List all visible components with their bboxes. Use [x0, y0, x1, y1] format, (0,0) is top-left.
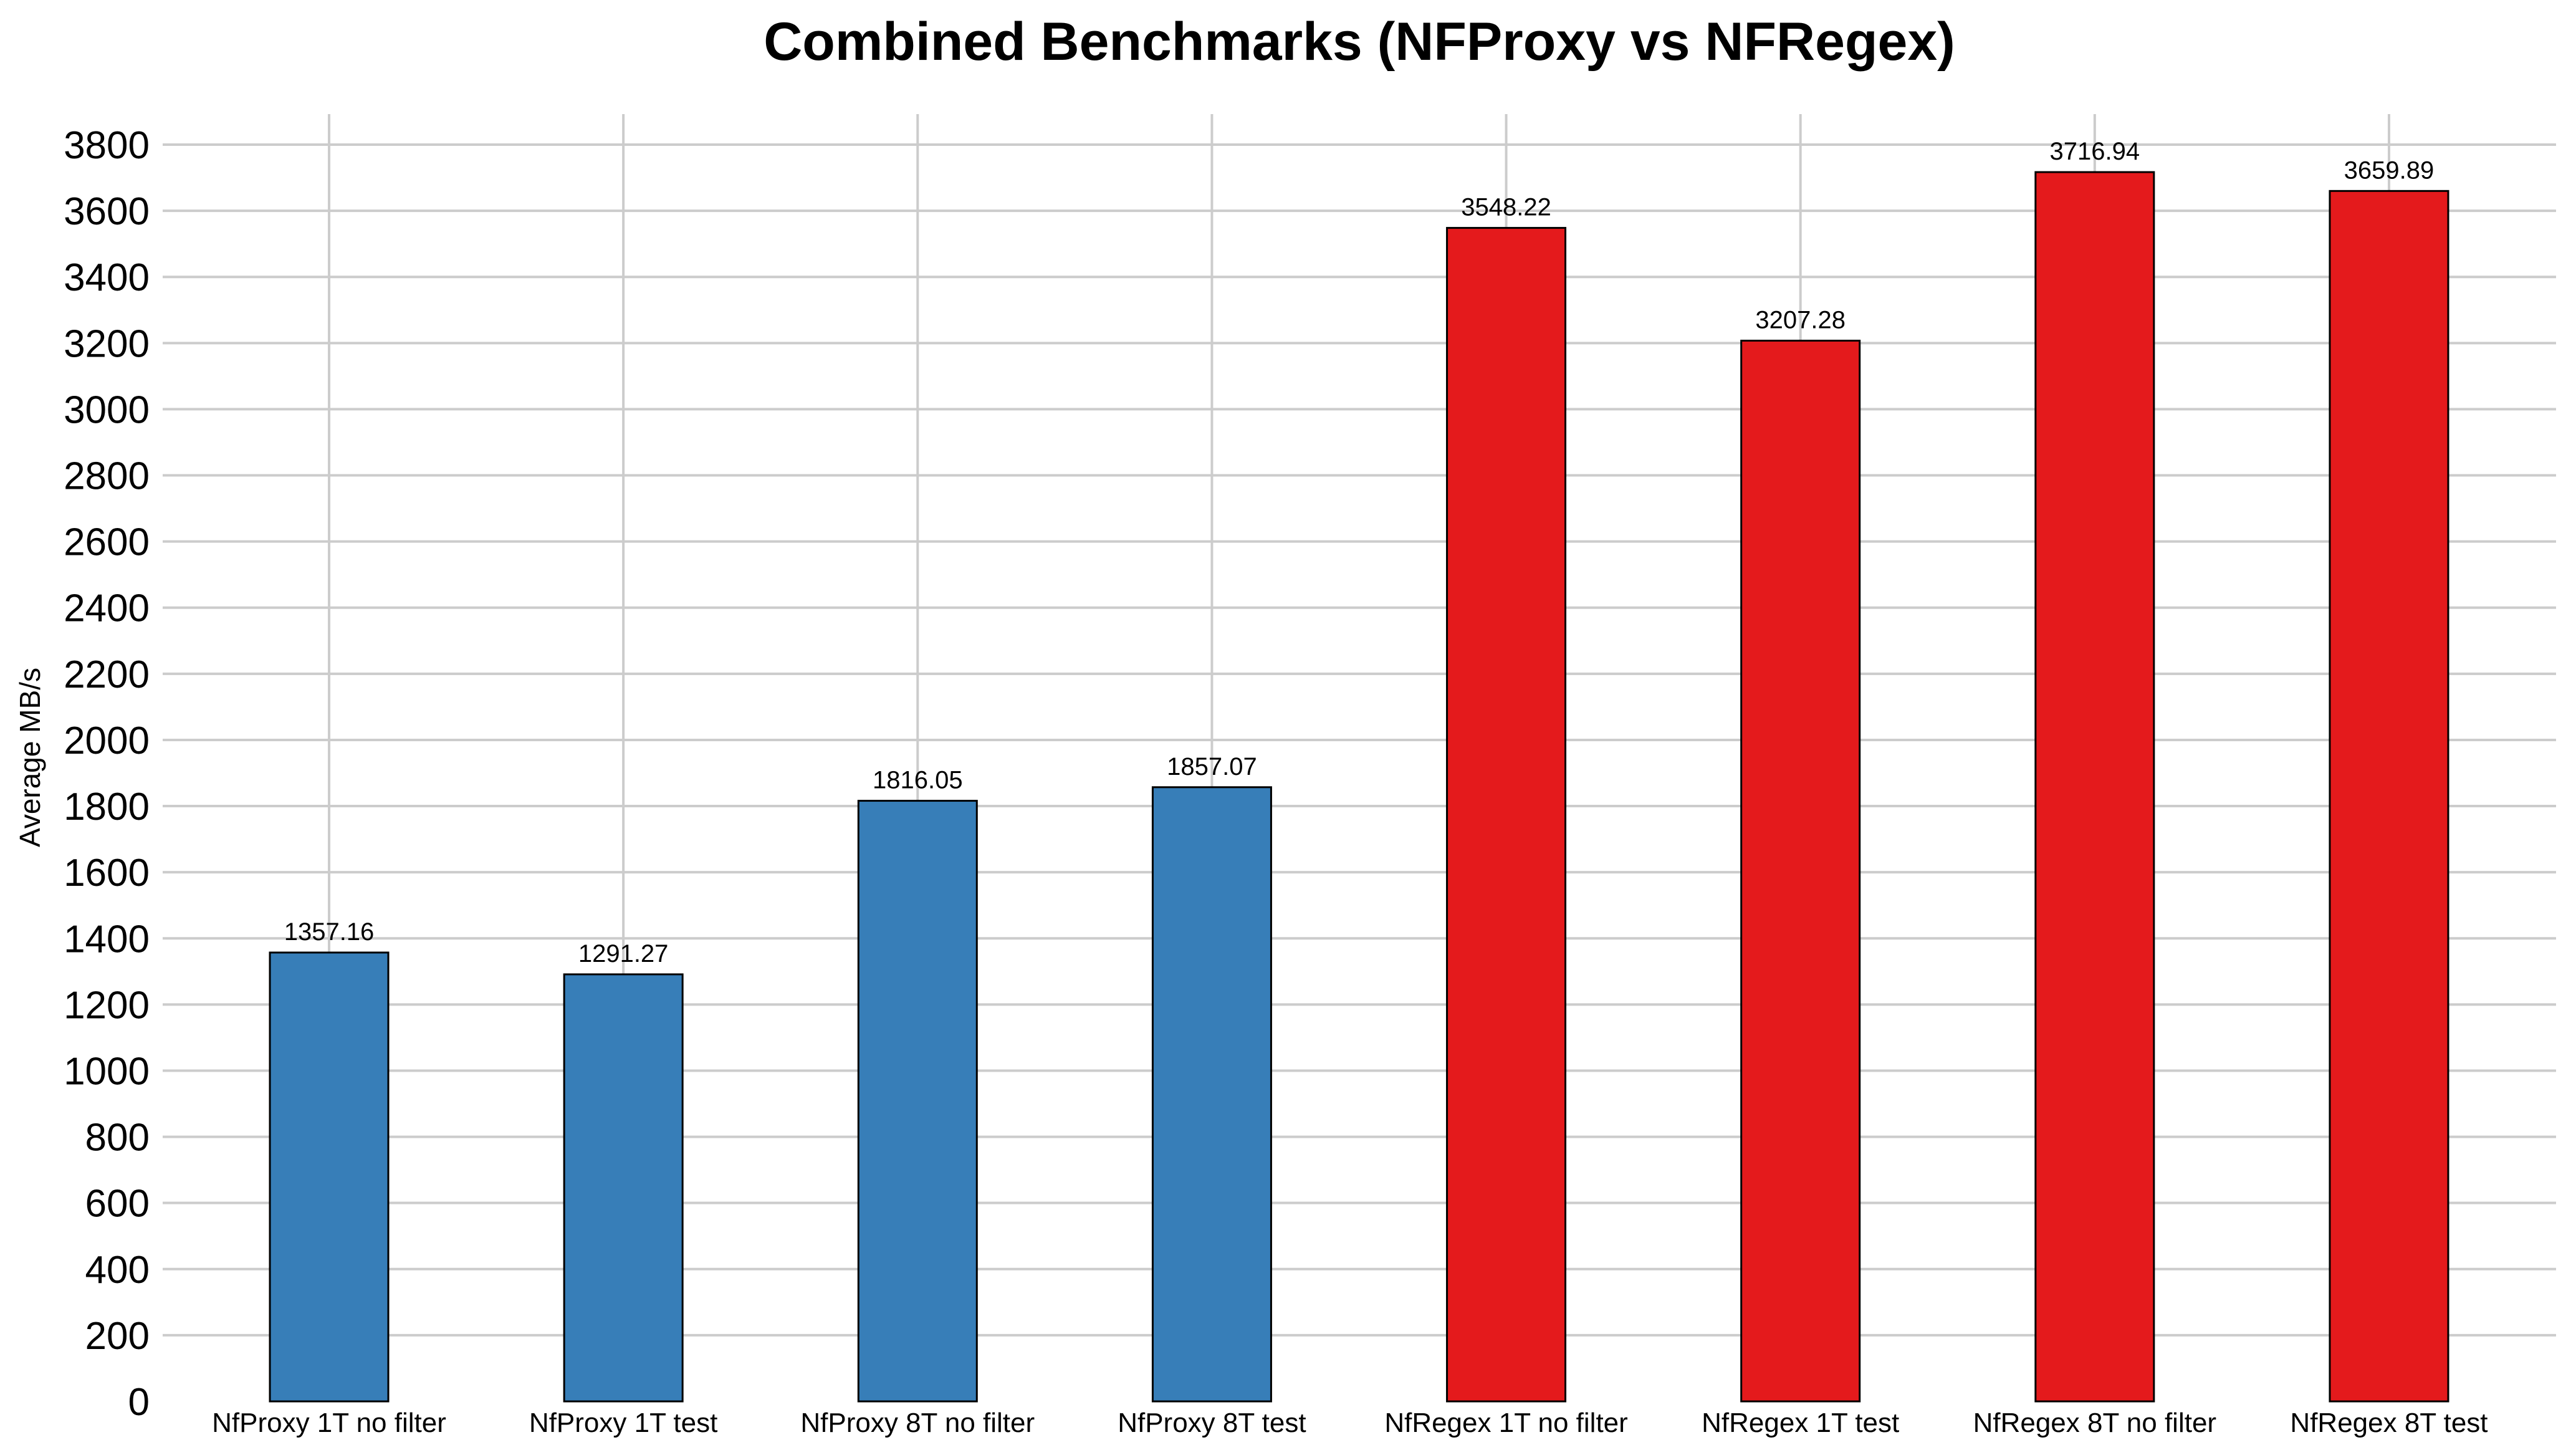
bar-nfproxy-8t-test [1151, 786, 1272, 1403]
x-label-nfproxy-1t-no-filter: NfProxy 1T no filter [212, 1408, 446, 1438]
x-label-nfregex-8t-test: NfRegex 8T test [2290, 1408, 2487, 1438]
value-label-nfproxy-8t-no-filter: 1816.05 [873, 767, 963, 794]
y-tick-600: 600 [85, 1183, 150, 1226]
chart-title: Combined Benchmarks (NFProxy vs NFRegex) [764, 12, 1955, 72]
bar-nfproxy-1t-no-filter [269, 951, 390, 1403]
y-tick-3600: 3600 [64, 190, 150, 233]
y-tick-400: 400 [85, 1249, 150, 1292]
value-label-nfproxy-1t-test: 1291.27 [578, 940, 669, 968]
y-tick-3200: 3200 [64, 322, 150, 365]
x-label-nfproxy-8t-test: NfProxy 8T test [1118, 1408, 1306, 1438]
y-tick-200: 200 [85, 1315, 150, 1358]
y-tick-1600: 1600 [64, 852, 150, 895]
value-label-nfproxy-1t-no-filter: 1357.16 [284, 918, 375, 946]
y-tick-1400: 1400 [64, 918, 150, 961]
bar-nfproxy-1t-test [563, 973, 684, 1403]
value-label-nfregex-1t-test: 3207.28 [1755, 306, 1846, 334]
y-tick-1200: 1200 [64, 984, 150, 1027]
y-tick-0: 0 [128, 1381, 150, 1424]
y-tick-2200: 2200 [64, 653, 150, 696]
bar-nfregex-1t-test [1740, 339, 1861, 1403]
bar-nfregex-8t-test [2329, 190, 2449, 1403]
y-tick-2800: 2800 [64, 455, 150, 498]
value-label-nfregex-8t-test: 3659.89 [2344, 156, 2435, 184]
y-tick-1000: 1000 [64, 1050, 150, 1093]
y-tick-3400: 3400 [64, 256, 150, 299]
x-label-nfregex-1t-test: NfRegex 1T test [1702, 1408, 1899, 1438]
x-label-nfproxy-8t-no-filter: NfProxy 8T no filter [800, 1408, 1035, 1438]
y-tick-3000: 3000 [64, 388, 150, 431]
y-tick-3800: 3800 [64, 124, 150, 167]
bar-nfproxy-8t-no-filter [857, 800, 978, 1403]
y-tick-2000: 2000 [64, 719, 150, 762]
y-tick-2600: 2600 [64, 521, 150, 564]
y-axis-title: Average MB/s [14, 668, 46, 847]
y-tick-800: 800 [85, 1116, 150, 1160]
x-label-nfproxy-1t-test: NfProxy 1T test [529, 1408, 717, 1438]
value-label-nfproxy-8t-test: 1857.07 [1167, 753, 1257, 780]
y-tick-2400: 2400 [64, 587, 150, 630]
bar-nfregex-1t-no-filter [1446, 227, 1567, 1403]
y-tick-1800: 1800 [64, 785, 150, 828]
value-label-nfregex-8t-no-filter: 3716.94 [2050, 138, 2140, 165]
x-label-nfregex-8t-no-filter: NfRegex 8T no filter [1973, 1408, 2216, 1438]
x-label-nfregex-1t-no-filter: NfRegex 1T no filter [1384, 1408, 1627, 1438]
value-label-nfregex-1t-no-filter: 3548.22 [1461, 194, 1551, 221]
bar-nfregex-8t-no-filter [2034, 171, 2155, 1403]
